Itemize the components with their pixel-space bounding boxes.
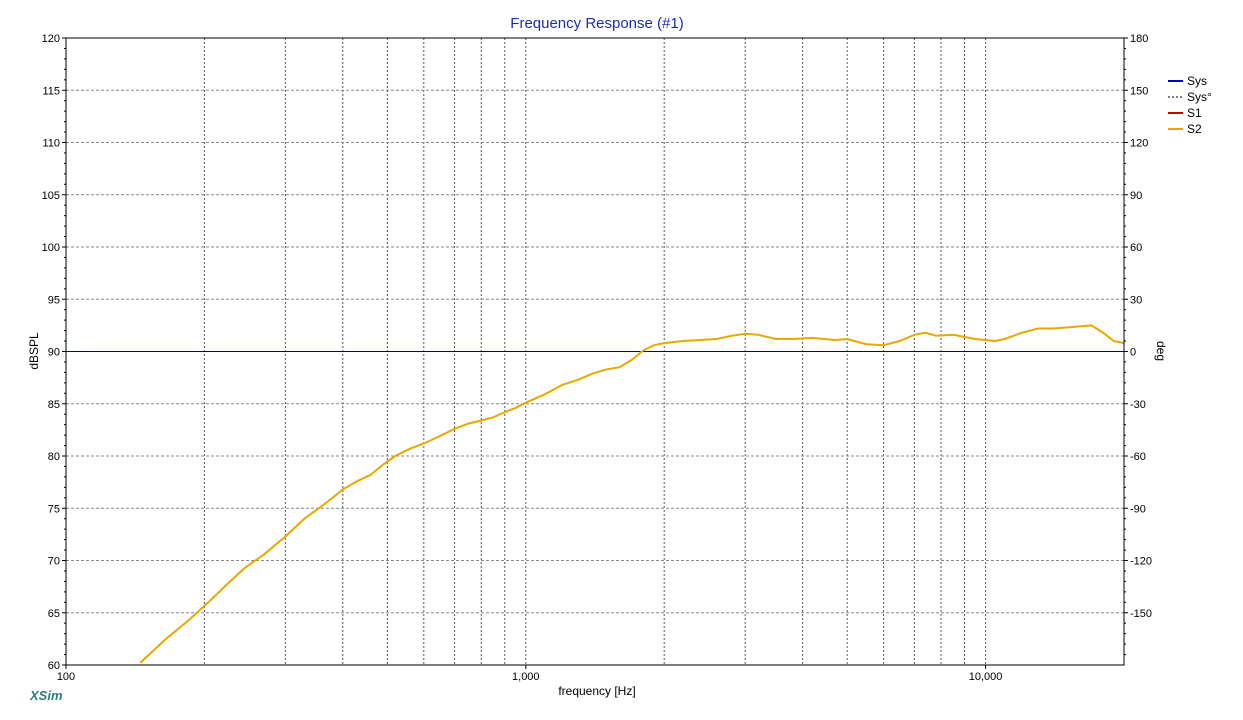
y2-tick-label: 180 [1130, 33, 1148, 45]
x-tick-label: 10,000 [969, 671, 1003, 683]
legend-entry-label: Sys° [1187, 90, 1212, 104]
y-tick-label: 90 [48, 347, 60, 359]
y2-tick-label: -30 [1130, 399, 1146, 411]
y2-tick-label: -120 [1130, 556, 1152, 568]
y-tick-label: 70 [48, 556, 60, 568]
axes: 60 65 70 75 80 85 90 95 100 105 110 115 120 180 150 120… [42, 33, 1152, 683]
y2-tick-label: 90 [1130, 190, 1142, 202]
y-tick-label: 95 [48, 294, 60, 306]
y-tick-label: 60 [48, 660, 60, 672]
y-tick-label: 65 [48, 608, 60, 620]
y-tick-label: 105 [42, 190, 60, 202]
y2-tick-label: -150 [1130, 608, 1152, 620]
y-tick-label: 75 [48, 503, 60, 515]
brand-logo: XSim [29, 688, 63, 703]
legend: Sys Sys° S1 S2 [1168, 74, 1212, 136]
y-tick-label: 120 [42, 33, 60, 45]
y-tick-label: 115 [42, 85, 60, 97]
chart-title: Frequency Response (#1) [510, 15, 683, 32]
series-line-s2 [139, 324, 1125, 664]
y2-tick-label: 60 [1130, 242, 1142, 254]
legend-entry-label: S2 [1187, 122, 1202, 136]
x-tick-label: 100 [57, 671, 75, 683]
y2-axis-label: deg [1154, 341, 1168, 361]
y-tick-label: 80 [48, 451, 60, 463]
x-tick-label: 1,000 [512, 671, 540, 683]
y2-tick-label: 30 [1130, 294, 1142, 306]
y-tick-label: 110 [42, 138, 60, 150]
y-axis-label: dBSPL [27, 332, 41, 370]
legend-entry-label: S1 [1187, 106, 1202, 120]
legend-entry-label: Sys [1187, 74, 1207, 88]
x-axis-label: frequency [Hz] [558, 684, 635, 698]
y2-tick-label: -90 [1130, 503, 1146, 515]
y2-tick-label: 120 [1130, 138, 1148, 150]
y-tick-label: 100 [42, 242, 60, 254]
y2-tick-label: 0 [1130, 347, 1136, 359]
y2-tick-label: 150 [1130, 85, 1148, 97]
y2-tick-label: -60 [1130, 451, 1146, 463]
y-tick-label: 85 [48, 399, 60, 411]
